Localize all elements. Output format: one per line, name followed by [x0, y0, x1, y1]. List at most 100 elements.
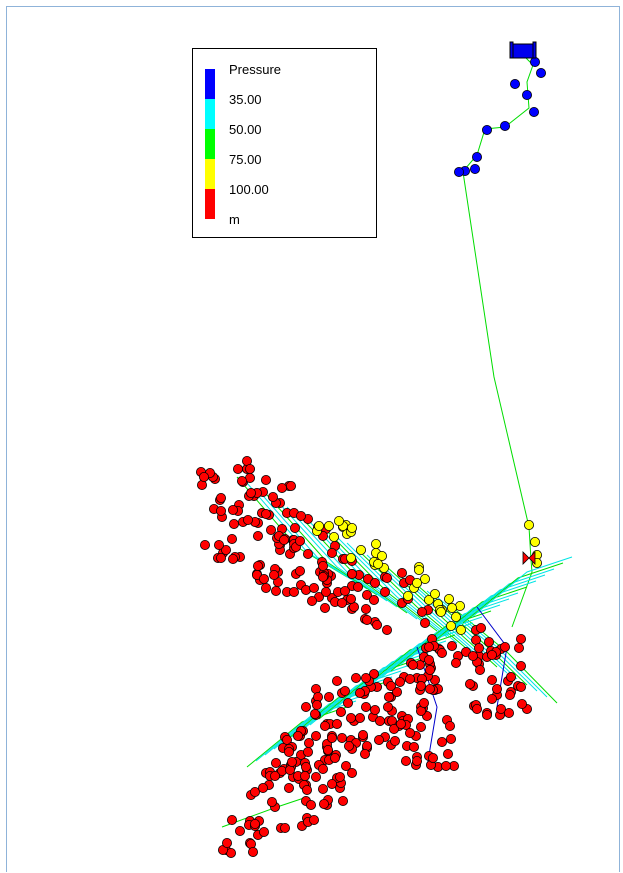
junction-node[interactable] — [530, 57, 541, 68]
junction-node[interactable] — [419, 618, 430, 629]
junction-node[interactable] — [260, 583, 271, 594]
junction-node[interactable] — [331, 676, 342, 687]
junction-node[interactable] — [415, 722, 426, 733]
junction-node[interactable] — [288, 587, 299, 598]
junction-node[interactable] — [323, 692, 334, 703]
junction-node[interactable] — [267, 491, 278, 502]
junction-node[interactable] — [317, 764, 328, 775]
junction-node[interactable] — [227, 504, 238, 515]
junction-node[interactable] — [346, 768, 357, 779]
junction-node[interactable] — [391, 687, 402, 698]
junction-node[interactable] — [486, 650, 497, 661]
junction-node[interactable] — [486, 694, 497, 705]
junction-node[interactable] — [319, 603, 330, 614]
junction-node[interactable] — [395, 719, 406, 730]
junction-node[interactable] — [309, 709, 320, 720]
junction-node[interactable] — [276, 482, 287, 493]
junction-node[interactable] — [252, 561, 263, 572]
junction-node[interactable] — [354, 713, 365, 724]
junction-node[interactable] — [285, 480, 296, 491]
junction-node[interactable] — [374, 716, 385, 727]
junction-node[interactable] — [445, 734, 456, 745]
junction-node[interactable] — [301, 785, 312, 796]
junction-node[interactable] — [369, 578, 380, 589]
junction-node[interactable] — [418, 698, 429, 709]
junction-node[interactable] — [536, 68, 547, 79]
junction-node[interactable] — [389, 736, 400, 747]
junction-node[interactable] — [372, 559, 383, 570]
junction-node[interactable] — [318, 799, 329, 810]
junction-node[interactable] — [504, 690, 515, 701]
junction-node[interactable] — [346, 569, 357, 580]
junction-node[interactable] — [283, 783, 294, 794]
junction-node[interactable] — [381, 573, 392, 584]
junction-node[interactable] — [270, 758, 281, 769]
junction-node[interactable] — [317, 561, 328, 572]
junction-node[interactable] — [495, 704, 506, 715]
junction-node[interactable] — [213, 540, 224, 551]
junction-node[interactable] — [336, 598, 347, 609]
junction-node[interactable] — [368, 669, 379, 680]
junction-node[interactable] — [289, 523, 300, 534]
junction-node[interactable] — [423, 655, 434, 666]
junction-node[interactable] — [445, 621, 456, 632]
junction-node[interactable] — [464, 679, 475, 690]
junction-node[interactable] — [305, 800, 316, 811]
junction-node[interactable] — [435, 607, 446, 618]
junction-node[interactable] — [260, 474, 271, 485]
junction-node[interactable] — [295, 510, 306, 521]
junction-node[interactable] — [516, 699, 527, 710]
junction-node[interactable] — [371, 620, 382, 631]
junction-node[interactable] — [423, 595, 434, 606]
junction-node[interactable] — [361, 590, 372, 601]
junction-node[interactable] — [286, 757, 297, 768]
junction-node[interactable] — [328, 532, 339, 543]
junction-node[interactable] — [244, 463, 255, 474]
junction-node[interactable] — [302, 747, 313, 758]
junction-node[interactable] — [323, 521, 334, 532]
junction-node[interactable] — [294, 566, 305, 577]
junction-node[interactable] — [370, 539, 381, 550]
junction-node[interactable] — [283, 747, 294, 758]
junction-node[interactable] — [469, 163, 480, 174]
junction-node[interactable] — [429, 589, 440, 600]
junction-node[interactable] — [334, 772, 345, 783]
junction-node[interactable] — [352, 582, 363, 593]
junction-node[interactable] — [424, 684, 435, 695]
junction-node[interactable] — [424, 665, 435, 676]
junction-node[interactable] — [354, 688, 365, 699]
junction-node[interactable] — [339, 686, 350, 697]
junction-node[interactable] — [486, 675, 497, 686]
junction-node[interactable] — [450, 612, 461, 623]
junction-node[interactable] — [515, 634, 526, 645]
junction-node[interactable] — [326, 733, 337, 744]
junction-node[interactable] — [413, 565, 424, 576]
junction-node[interactable] — [311, 700, 322, 711]
junction-node[interactable] — [269, 771, 280, 782]
junction-node[interactable] — [294, 536, 305, 547]
junction-node[interactable] — [394, 677, 405, 688]
junction-node[interactable] — [220, 545, 231, 556]
junction-node[interactable] — [342, 698, 353, 709]
junction-node[interactable] — [252, 531, 263, 542]
junction-node[interactable] — [373, 735, 384, 746]
junction-node[interactable] — [383, 692, 394, 703]
junction-node[interactable] — [317, 572, 328, 583]
junction-node[interactable] — [236, 475, 247, 486]
junction-node[interactable] — [326, 548, 337, 559]
junction-node[interactable] — [360, 702, 371, 713]
junction-node[interactable] — [442, 749, 453, 760]
junction-node[interactable] — [260, 508, 271, 519]
junction-node[interactable] — [292, 731, 303, 742]
junction-node[interactable] — [360, 673, 371, 684]
junction-node[interactable] — [215, 553, 226, 564]
junction-node[interactable] — [258, 827, 269, 838]
junction-node[interactable] — [242, 514, 253, 525]
junction-node[interactable] — [423, 642, 434, 653]
junction-node[interactable] — [450, 658, 461, 669]
junction-node[interactable] — [436, 648, 447, 659]
junction-node[interactable] — [247, 847, 258, 858]
junction-node[interactable] — [475, 623, 486, 634]
junction-node[interactable] — [279, 823, 290, 834]
junction-node[interactable] — [308, 583, 319, 594]
